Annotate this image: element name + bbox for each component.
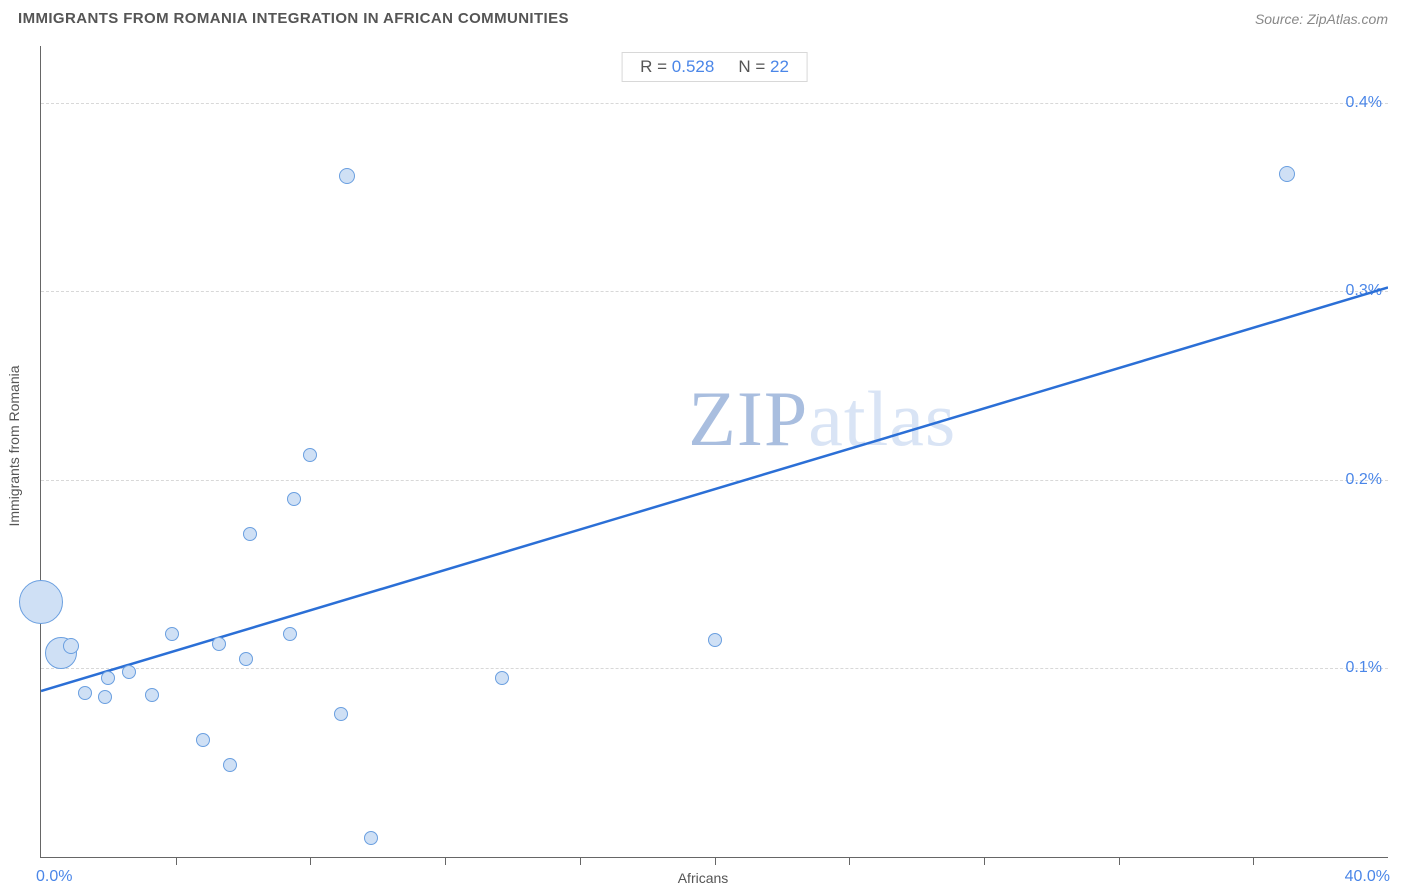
y-tick-label: 0.1% [1346,659,1382,677]
scatter-point [19,580,63,624]
chart-title: IMMIGRANTS FROM ROMANIA INTEGRATION IN A… [18,10,569,27]
stat-n: N = 22 [738,57,789,77]
scatter-point [145,688,159,702]
scatter-point [287,492,301,506]
y-axis-label: Immigrants from Romania [6,365,22,526]
scatter-point [212,637,226,651]
y-tick-label: 0.2% [1346,471,1382,489]
scatter-point [334,707,348,721]
stat-r: R = 0.528 [640,57,714,77]
x-tick [984,857,985,865]
y-tick-label: 0.3% [1346,282,1382,300]
gridline-h [41,668,1388,669]
scatter-point [1279,166,1295,182]
x-min-label: 0.0% [36,868,72,886]
x-tick [1253,857,1254,865]
x-max-label: 40.0% [1345,868,1390,886]
scatter-point [63,638,79,654]
scatter-point [196,733,210,747]
scatter-point [122,665,136,679]
scatter-point [223,758,237,772]
plot-region: 0.1% 0.2% 0.3% 0.4% [41,46,1388,857]
scatter-point [98,690,112,704]
scatter-point [303,448,317,462]
y-tick-label: 0.4% [1346,94,1382,112]
x-tick [445,857,446,865]
x-tick [1119,857,1120,865]
x-tick [580,857,581,865]
scatter-point [283,627,297,641]
source-credit: Source: ZipAtlas.com [1255,11,1388,27]
scatter-point [495,671,509,685]
scatter-point [364,831,378,845]
x-tick [310,857,311,865]
scatter-point [239,652,253,666]
gridline-h [41,103,1388,104]
scatter-point [165,627,179,641]
gridline-h [41,480,1388,481]
scatter-point [78,686,92,700]
x-tick [715,857,716,865]
scatter-point [101,671,115,685]
x-tick [176,857,177,865]
chart-area: ZIPatlas R = 0.528 N = 22 0.1%0.2%0.3%0.… [40,46,1388,858]
stats-box: R = 0.528 N = 22 [621,52,808,82]
gridline-h [41,291,1388,292]
x-axis-label: Africans [678,870,729,886]
scatter-point [708,633,722,647]
x-tick [849,857,850,865]
scatter-point [243,527,257,541]
scatter-point [339,168,355,184]
trend-line [41,46,1388,857]
